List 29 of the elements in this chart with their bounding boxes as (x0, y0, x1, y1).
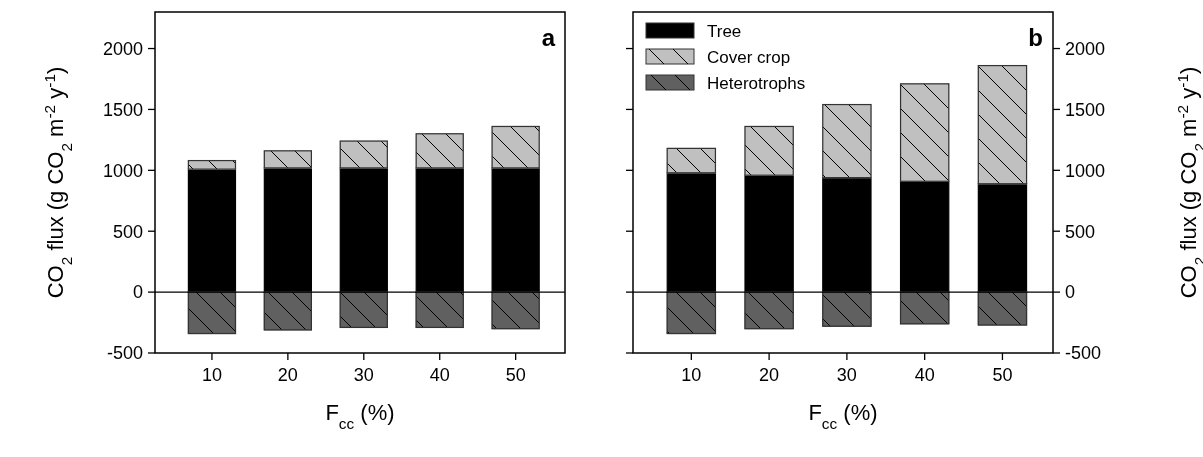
text: a (541, 24, 556, 51)
x-tick-label: 30 (353, 365, 374, 385)
y-tick-label: 1500 (1065, 99, 1106, 120)
x-tick-label: 20 (277, 365, 298, 385)
x-tick-label: 10 (201, 365, 222, 385)
x-axis-title: F$_{cc}$ (%) (808, 400, 878, 432)
x-tick-label: 20 (759, 365, 780, 385)
y-tick-label: 500 (1065, 221, 1096, 242)
y-tick-label: 2000 (1065, 38, 1106, 59)
x-axis-title: F$_{cc}$ (%) (325, 400, 395, 432)
x-tick-label: 50 (505, 365, 526, 385)
legend-label: Tree (707, 21, 742, 41)
y-tick-label: 1000 (102, 160, 143, 181)
text: b (1028, 24, 1043, 51)
x-tick-label: 30 (836, 365, 857, 385)
x-tick-label: 10 (681, 365, 702, 385)
legend-label: Heterotrophs (707, 73, 806, 93)
y-tick-label: -500 (106, 343, 143, 364)
x-tick-label: 40 (914, 365, 935, 385)
y-tick-label: 2000 (102, 38, 143, 59)
y-tick-label: -500 (1065, 343, 1102, 364)
y-tick-label: 1000 (1065, 160, 1106, 181)
y-tick-label: 0 (132, 282, 143, 303)
x-tick-label: 40 (429, 365, 450, 385)
y-tick-label: 0 (1065, 282, 1076, 303)
x-tick-label: 50 (992, 365, 1013, 385)
legend-label: Cover crop (707, 47, 791, 67)
y-tick-label: 1500 (102, 99, 143, 120)
y-tick-label: 500 (112, 221, 143, 242)
